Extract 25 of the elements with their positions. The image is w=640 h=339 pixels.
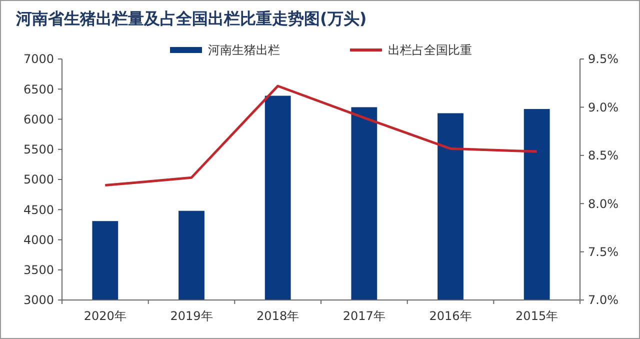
x-tick-label: 2017年 <box>342 309 386 323</box>
x-tick-label: 2015年 <box>516 309 558 323</box>
x-tick-label: 2018年 <box>256 309 300 323</box>
x-tick-label: 2020年 <box>84 309 126 323</box>
y-tick-label: 5500 <box>23 142 54 157</box>
legend-label: 出栏占全国比重 <box>388 43 472 58</box>
y2-tick-label: 8.5% <box>588 148 618 163</box>
y-tick-label: 4500 <box>23 202 54 217</box>
y-tick-label: 3000 <box>23 293 54 308</box>
y-tick-label: 4000 <box>23 232 54 247</box>
y2-tick-label: 7.0% <box>588 293 618 308</box>
y-tick-label: 5000 <box>23 172 54 187</box>
legend-label: 河南生猪出栏 <box>208 43 280 58</box>
y2-tick-label: 9.5% <box>588 52 618 66</box>
chart-title: 河南省生猪出栏量及占全国出栏比重走势图(万头) <box>15 9 367 28</box>
x-tick-label: 2016年 <box>429 309 472 323</box>
line-series <box>104 84 538 187</box>
y-tick-label: 7000 <box>23 52 54 66</box>
y2-tick-label: 9.0% <box>588 100 618 114</box>
y2-tick-label: 8.0% <box>588 196 618 211</box>
y2-tick-label: 7.5% <box>588 245 618 259</box>
x-tick-label: 2019年 <box>170 309 213 323</box>
y-tick-label: 6000 <box>23 112 54 126</box>
y-tick-label: 3500 <box>23 263 54 278</box>
y-tick-label: 6500 <box>23 82 54 96</box>
